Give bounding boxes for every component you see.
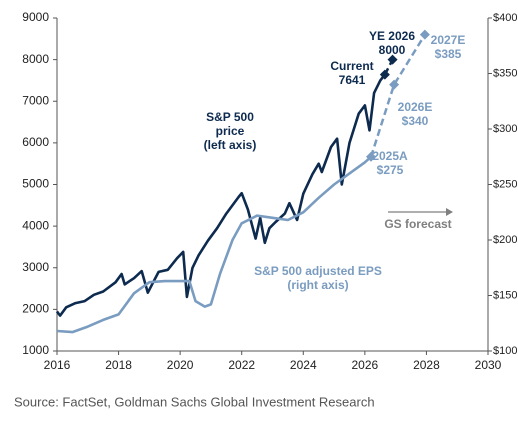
y-tick-label: 5000 <box>22 177 49 191</box>
x-tick-label: 2022 <box>228 358 255 372</box>
y2-tick-label: $350 <box>493 67 517 79</box>
y2-tick-label: $250 <box>493 178 517 190</box>
y2-tick-label: $150 <box>493 289 517 301</box>
series-line <box>55 73 386 317</box>
y-tick-label: 9000 <box>22 10 49 24</box>
y2-tick-label: $100 <box>493 345 517 357</box>
marker <box>419 29 430 40</box>
y-tick-label: 2000 <box>22 302 49 316</box>
annotation: YE 2026 <box>369 29 415 43</box>
annotation: price <box>216 124 245 138</box>
marker <box>379 69 390 80</box>
annotation: $385 <box>435 47 462 61</box>
x-tick-label: 2018 <box>105 358 132 372</box>
x-tick-label: 2024 <box>290 358 317 372</box>
y2-tick-label: $200 <box>493 234 517 246</box>
annotation: $340 <box>402 114 429 128</box>
annotation: (left axis) <box>204 138 257 152</box>
marker <box>387 54 398 65</box>
series-line <box>56 155 372 334</box>
marker <box>389 79 400 90</box>
forecast-line <box>369 34 426 158</box>
annotation: S&P 500 adjusted EPS <box>254 264 382 278</box>
y-tick-label: 1000 <box>22 343 49 357</box>
annotation: $275 <box>377 163 404 177</box>
y-tick-label: 6000 <box>22 135 49 149</box>
y2-tick-label: $400 <box>493 12 517 24</box>
y-tick-label: 4000 <box>22 218 49 232</box>
annotation: S&P 500 <box>206 110 254 124</box>
annotation: 2025A <box>372 149 408 163</box>
annotation: Current <box>330 59 373 73</box>
x-tick-label: 2028 <box>413 358 440 372</box>
x-tick-label: 2016 <box>44 358 71 372</box>
x-tick-label: 2030 <box>475 358 502 372</box>
marker <box>366 151 377 162</box>
annotation: 2026E <box>398 100 433 114</box>
annotation: 8000 <box>379 43 406 57</box>
annotation: (right axis) <box>287 278 348 292</box>
y-tick-label: 3000 <box>22 260 49 274</box>
x-tick-label: 2020 <box>167 358 194 372</box>
y-tick-label: 8000 <box>22 52 49 66</box>
annotation: 7641 <box>339 73 366 87</box>
source-note: Source: FactSet, Goldman Sachs Global In… <box>14 394 375 409</box>
forecast-arrowhead <box>446 208 453 216</box>
y-tick-label: 7000 <box>22 93 49 107</box>
annotation: GS forecast <box>384 217 451 231</box>
annotation: 2027E <box>431 33 466 47</box>
y2-tick-label: $300 <box>493 123 517 135</box>
x-tick-label: 2026 <box>352 358 379 372</box>
